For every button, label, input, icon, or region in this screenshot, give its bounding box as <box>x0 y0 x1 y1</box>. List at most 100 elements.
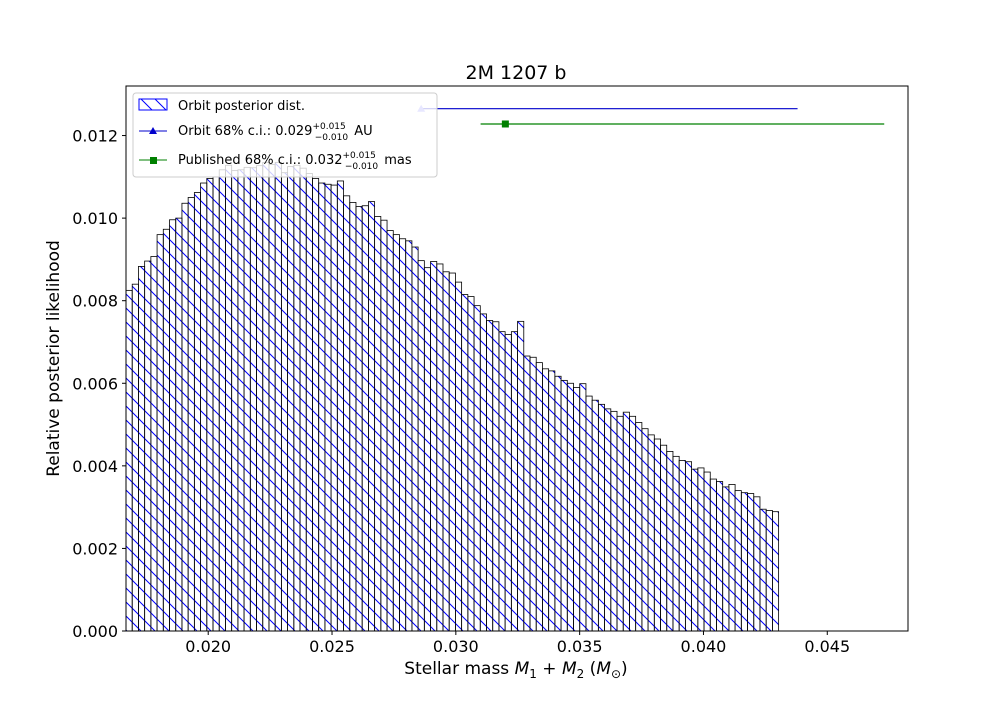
legend-orbit-sup: +0.015 <box>312 122 345 132</box>
histogram-bar <box>765 510 773 631</box>
histogram-bar <box>591 399 599 631</box>
histogram-bar <box>330 184 338 631</box>
errbar-published-marker <box>501 120 509 128</box>
histogram-bar <box>386 230 394 631</box>
histogram-bar <box>709 478 717 631</box>
histogram-bar <box>374 216 382 631</box>
y-tick-label: 0.008 <box>72 292 118 311</box>
x-axis-label-sub1: 1 <box>529 667 537 681</box>
legend-entry-posterior: Orbit posterior dist. <box>178 99 305 114</box>
histogram-bar <box>479 313 487 631</box>
histogram-bar <box>243 166 251 631</box>
histogram-bar <box>455 281 463 631</box>
x-axis-label-text: Stellar mass <box>404 659 514 679</box>
histogram-bar <box>405 240 413 631</box>
histogram-bar <box>187 197 195 631</box>
histogram-bar <box>678 460 686 631</box>
histogram-bar <box>523 355 531 631</box>
histogram-bar <box>349 202 357 631</box>
histogram-bar <box>318 182 326 631</box>
legend-published-text: Published 68% c.i.: 0.032 <box>178 153 343 168</box>
histogram-bar <box>747 493 755 631</box>
y-tick-label: 0.012 <box>72 127 118 146</box>
histogram-bar <box>728 484 736 631</box>
x-tick-label: 0.020 <box>185 637 231 656</box>
histogram-bar <box>753 496 761 631</box>
y-tick-label: 0.002 <box>72 539 118 558</box>
histogram-bar <box>399 238 407 631</box>
histogram-bar <box>368 201 376 631</box>
histogram-bar <box>343 195 351 631</box>
histogram-bar <box>430 261 438 631</box>
histogram-bar <box>417 260 425 631</box>
histogram-bar <box>324 183 332 631</box>
legend-orbit-text: Orbit 68% c.i.: 0.029 <box>178 124 312 139</box>
legend-hatch-swatch-icon <box>138 98 168 111</box>
x-tick-label: 0.035 <box>557 637 603 656</box>
y-tick-label: 0.006 <box>72 374 118 393</box>
legend-entry-published: Published 68% c.i.: 0.032+0.015 −0.010 ma… <box>178 151 412 172</box>
x-tick-label: 0.040 <box>681 637 727 656</box>
histogram-bar <box>131 283 139 631</box>
histogram-bars <box>126 161 780 631</box>
y-tick-label: 0.004 <box>72 457 118 476</box>
histogram-bar <box>392 234 400 631</box>
histogram-bar <box>597 403 605 631</box>
x-axis-label-unit-close: ) <box>621 659 628 679</box>
histogram-bar <box>635 422 643 631</box>
histogram-bar <box>442 271 450 631</box>
histogram-bar <box>436 263 444 631</box>
x-axis-label-unit-m: M <box>596 659 611 679</box>
legend-orbit-unit: AU <box>350 124 373 139</box>
x-tick-label: 0.045 <box>804 637 850 656</box>
histogram-bar <box>716 481 724 631</box>
histogram-bar <box>268 164 276 631</box>
histogram-bar <box>126 289 133 631</box>
histogram-bar <box>225 164 233 631</box>
histogram-bar <box>473 305 481 631</box>
histogram-bar <box>772 511 780 631</box>
histogram-bar <box>573 387 581 631</box>
histogram-bar <box>629 415 637 631</box>
histogram-bar <box>206 178 214 631</box>
histogram-bar <box>336 180 344 631</box>
legend-orbit-triangle-icon <box>149 127 157 134</box>
histogram-bar <box>156 234 164 631</box>
histogram-bar <box>231 170 239 631</box>
histogram-bar <box>467 296 475 631</box>
histogram-bar <box>181 202 189 631</box>
y-axis-label: Relative posterior likelihood <box>44 240 64 477</box>
histogram-bar <box>411 246 419 631</box>
histogram-bar <box>610 410 618 631</box>
y-tick-label: 0.010 <box>72 209 118 228</box>
x-axis-label-plus: + <box>537 659 562 679</box>
histogram-bar <box>604 408 612 631</box>
histogram-bar <box>486 320 494 631</box>
histogram-bar <box>274 161 282 631</box>
histogram-bar <box>256 165 264 631</box>
legend-entry-orbit: Orbit 68% c.i.: 0.029+0.015 −0.010 AU <box>178 122 373 143</box>
histogram-bar <box>212 176 220 631</box>
y-tick-label: 0.000 <box>72 622 118 641</box>
histogram-bar <box>542 368 550 631</box>
legend-box <box>132 92 438 178</box>
histogram-bar <box>504 334 512 631</box>
histogram-bar <box>262 161 270 631</box>
x-axis-label-unit-sun: ⊙ <box>611 667 621 681</box>
histogram-bar <box>548 370 556 631</box>
histogram-bar <box>740 492 748 631</box>
x-axis-label-sub2: 2 <box>577 667 585 681</box>
x-axis-label-m1: M <box>515 659 530 679</box>
histogram-bar <box>616 415 624 631</box>
histogram-bar <box>672 455 680 631</box>
x-tick-label: 0.030 <box>433 637 479 656</box>
histogram-bar <box>423 267 431 631</box>
histogram-bar <box>193 192 201 631</box>
histogram-bar <box>175 217 183 631</box>
histogram-bar <box>138 266 146 631</box>
x-tick-label: 0.025 <box>309 637 355 656</box>
x-axis-label: Stellar mass M1 + M2 (M⊙) <box>404 659 627 681</box>
histogram-bar <box>585 395 593 631</box>
